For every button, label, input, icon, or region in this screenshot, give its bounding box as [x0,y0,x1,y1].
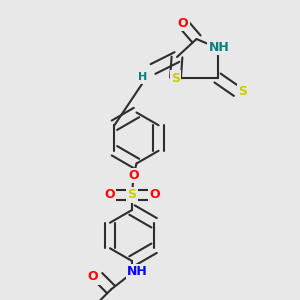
Text: O: O [128,169,139,182]
Text: O: O [149,188,160,202]
Text: O: O [104,188,115,202]
Text: O: O [178,17,188,30]
Text: S: S [128,188,136,202]
Text: O: O [88,270,98,284]
Text: NH: NH [208,40,230,54]
Text: H: H [138,72,147,82]
Text: NH: NH [127,265,148,278]
Text: S: S [238,85,247,98]
Text: S: S [171,71,180,85]
